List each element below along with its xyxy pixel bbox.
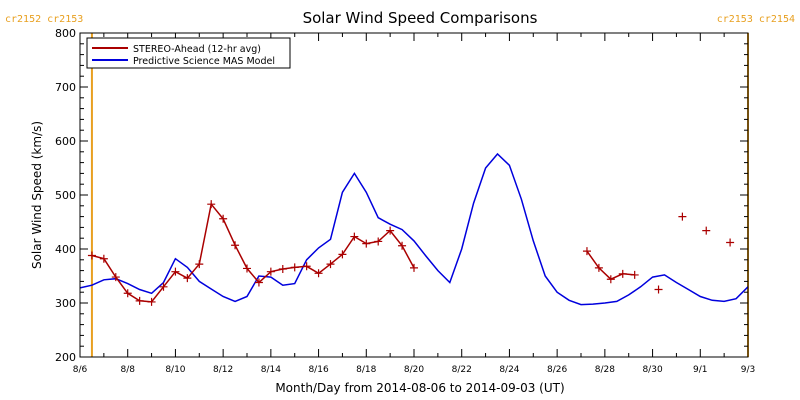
plot-frame <box>79 32 749 358</box>
data-point-marker <box>350 232 359 241</box>
data-point-marker <box>254 278 263 287</box>
x-tick-label: 8/22 <box>452 365 472 375</box>
data-point-marker <box>582 247 591 256</box>
data-point-marker <box>135 296 144 305</box>
data-point-marker <box>99 254 108 263</box>
y-axis-label: Solar Wind Speed (km/s) <box>30 121 44 269</box>
data-point-marker <box>702 226 711 235</box>
data-point-marker <box>326 260 335 269</box>
data-point-marker <box>123 289 132 298</box>
data-point-marker <box>111 273 120 282</box>
data-point-marker <box>171 267 180 276</box>
legend-label: Predictive Science MAS Model <box>133 56 275 67</box>
data-point-marker <box>195 260 204 269</box>
data-point-marker <box>338 250 347 259</box>
x-tick-label: 8/30 <box>642 365 662 375</box>
data-point-marker <box>183 274 192 283</box>
legend-label: STEREO-Ahead (12-hr avg) <box>133 44 261 55</box>
data-point-marker <box>302 262 311 271</box>
y-tick-label: 500 <box>55 189 76 202</box>
x-tick-label: 8/8 <box>120 365 135 375</box>
data-point-marker <box>726 238 735 247</box>
y-tick-label: 800 <box>55 27 76 40</box>
x-tick-label: 8/14 <box>261 365 281 375</box>
legend: STEREO-Ahead (12-hr avg)Predictive Scien… <box>86 37 291 69</box>
x-tick-label: 9/1 <box>693 365 707 375</box>
x-tick-label: 8/18 <box>356 365 376 375</box>
data-point-marker <box>278 264 287 273</box>
data-point-marker <box>410 263 418 272</box>
data-point-marker <box>159 282 168 291</box>
y-tick-label: 400 <box>55 243 76 256</box>
legend-box <box>86 37 291 69</box>
data-point-marker <box>594 263 603 272</box>
x-tick-label: 8/16 <box>308 365 328 375</box>
data-point-marker <box>207 200 216 209</box>
data-point-marker <box>290 263 299 272</box>
x-tick-label: 8/6 <box>73 365 88 375</box>
data-point-marker <box>243 264 251 273</box>
data-point-marker <box>266 267 275 276</box>
carrington-marker-label: cr2153 cr2154 <box>717 14 795 25</box>
x-tick-label: 8/20 <box>404 365 424 375</box>
data-point-marker <box>314 269 323 278</box>
x-axis-label: Month/Day from 2014-08-06 to 2014-09-03 … <box>275 381 564 395</box>
data-point-marker <box>87 251 96 260</box>
axes: 200 300 400 500 600 700 800 8/6 8/8 8/10 8/12 8/14 8… <box>55 27 755 375</box>
data-point-marker <box>398 241 407 250</box>
y-tick-label: 200 <box>55 351 76 364</box>
y-tick-label: 700 <box>55 81 76 94</box>
data-point-marker <box>678 212 687 221</box>
data-point-marker <box>606 275 615 284</box>
series-line-mas-model <box>79 152 749 306</box>
series-line-stereo-ahead <box>91 202 415 303</box>
data-point-marker <box>618 269 627 278</box>
x-tick-label: 8/26 <box>547 365 567 375</box>
data-point-marker <box>630 270 639 279</box>
data-point-marker <box>386 226 395 235</box>
data-point-marker <box>219 214 228 223</box>
x-tick-label: 9/3 <box>741 365 755 375</box>
y-tick-label: 600 <box>55 135 76 148</box>
x-tick-label: 8/24 <box>499 365 519 375</box>
x-tick-label: 8/28 <box>595 365 615 375</box>
data-point-marker <box>654 285 663 294</box>
chart-title: Solar Wind Speed Comparisons <box>303 9 538 27</box>
data-point-marker <box>362 239 371 248</box>
data-point-marker <box>147 297 156 306</box>
data-point-marker <box>374 237 383 246</box>
series-layer <box>79 152 749 306</box>
x-tick-label: 8/12 <box>213 365 233 375</box>
data-point-marker <box>231 241 240 250</box>
series-line-stereo-ahead <box>586 250 635 281</box>
carrington-marker-label: cr2152 cr2153 <box>5 14 83 25</box>
y-tick-label: 300 <box>55 297 76 310</box>
x-tick-label: 8/10 <box>165 365 185 375</box>
